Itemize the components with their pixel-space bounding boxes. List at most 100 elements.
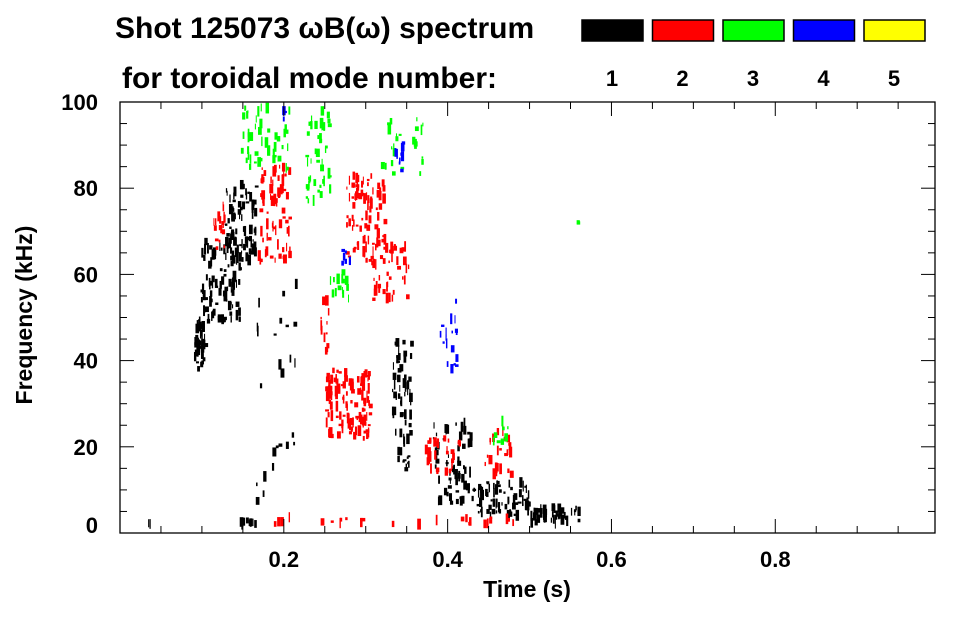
spectrum-mark-mode-2 bbox=[328, 379, 331, 389]
spectrum-mark-mode-1 bbox=[208, 277, 211, 287]
spectrum-mark-mode-1 bbox=[496, 480, 498, 491]
spectrum-mark-mode-1 bbox=[293, 321, 298, 327]
spectrum-mark-mode-2 bbox=[342, 414, 346, 417]
spectrum-mark-mode-2 bbox=[457, 441, 460, 445]
spectrum-mark-mode-1 bbox=[235, 309, 239, 321]
spectrum-mark-mode-3 bbox=[257, 106, 260, 117]
spectrum-mark-mode-1 bbox=[206, 318, 211, 324]
spectrum-mark-mode-1 bbox=[245, 252, 249, 262]
spectrum-mark-mode-2 bbox=[388, 276, 392, 280]
spectrum-mark-mode-2 bbox=[379, 255, 384, 260]
spectrum-mark-mode-2 bbox=[342, 381, 346, 389]
spectrum-mark-mode-1 bbox=[231, 229, 235, 240]
spectrum-mark-mode-2 bbox=[215, 218, 217, 226]
spectrum-mark-mode-4 bbox=[445, 327, 447, 338]
spectrum-mark-mode-2 bbox=[221, 221, 225, 226]
spectrum-mark-mode-1 bbox=[201, 283, 205, 294]
spectrum-mark-mode-2 bbox=[355, 187, 359, 199]
spectrum-mark-mode-1 bbox=[508, 479, 511, 488]
spectrum-mark-mode-2 bbox=[367, 382, 370, 394]
spectrum-mark-mode-2 bbox=[281, 207, 286, 214]
spectrum-mark-mode-3 bbox=[380, 161, 385, 170]
spectrum-mark-mode-2 bbox=[330, 433, 334, 439]
spectrum-mark-mode-2 bbox=[363, 401, 367, 407]
spectrum-mark-mode-1 bbox=[251, 243, 255, 254]
spectrum-mark-mode-2 bbox=[356, 184, 360, 191]
spectrum-mark-mode-1 bbox=[448, 493, 453, 502]
spectrum-mark-mode-2 bbox=[352, 417, 354, 428]
spectrum-mark-mode-4 bbox=[454, 315, 456, 324]
spectrum-mark-mode-2 bbox=[328, 428, 332, 438]
spectrum-mark-mode-3 bbox=[324, 145, 328, 149]
spectrum-mark-mode-1 bbox=[560, 515, 565, 525]
spectrum-mark-mode-1 bbox=[402, 378, 407, 388]
spectrum-mark-mode-2 bbox=[368, 215, 372, 224]
spectrum-mark-mode-2 bbox=[348, 378, 353, 384]
spectrum-mark-mode-1 bbox=[212, 310, 215, 319]
spectrum-mark-mode-1 bbox=[522, 495, 524, 507]
spectrum-mark-mode-1 bbox=[392, 388, 394, 393]
spectrum-mark-mode-2 bbox=[359, 225, 362, 232]
spectrum-mark-mode-1 bbox=[517, 501, 522, 504]
spectrum-mark-mode-2 bbox=[370, 255, 374, 260]
spectrum-mark-mode-1 bbox=[449, 471, 451, 476]
spectrum-mark-mode-2 bbox=[217, 211, 221, 222]
spectrum-mark-mode-1 bbox=[397, 374, 401, 383]
spectrum-mark-mode-2 bbox=[434, 450, 437, 460]
spectrum-mark-mode-3 bbox=[307, 198, 310, 204]
spectrum-mark-mode-1 bbox=[241, 250, 243, 254]
spectrum-mark-mode-2 bbox=[367, 235, 370, 245]
spectrum-mark-mode-2 bbox=[486, 454, 489, 458]
spectrum-mark-mode-3 bbox=[327, 118, 331, 124]
spectrum-mark-mode-2 bbox=[506, 434, 511, 443]
spectrum-mark-mode-1 bbox=[199, 328, 202, 339]
y-tick-labels: 0 20 40 60 80 100 bbox=[61, 90, 98, 538]
spectrum-mark-mode-2 bbox=[329, 395, 332, 399]
spectrum-mark-mode-2 bbox=[499, 463, 502, 475]
spectrum-mark-mode-1 bbox=[519, 477, 523, 488]
spectrum-mark-mode-1 bbox=[459, 496, 463, 506]
spectrum-mark-mode-1 bbox=[243, 225, 247, 236]
spectrum-mark-mode-2 bbox=[353, 431, 357, 440]
spectrum-mark-mode-1 bbox=[464, 466, 467, 474]
spectrum-mark-mode-2 bbox=[371, 242, 375, 245]
spectrum-mark-mode-2 bbox=[403, 275, 406, 285]
spectrum-mark-mode-4 bbox=[344, 258, 348, 264]
spectrum-mark-mode-1 bbox=[275, 445, 279, 449]
spectrum-mark-mode-1 bbox=[395, 338, 400, 347]
spectrum-mark-mode-1 bbox=[399, 385, 401, 392]
spectrum-mark-mode-1 bbox=[221, 276, 225, 285]
spectrum-mark-mode-2 bbox=[320, 316, 322, 320]
spectrum-mark-mode-2 bbox=[376, 189, 380, 198]
spectrum-mark-mode-1 bbox=[234, 236, 237, 244]
spectrum-mark-mode-1 bbox=[225, 252, 227, 260]
spectrum-mark-mode-2 bbox=[348, 383, 352, 386]
spectrum-mark-mode-3 bbox=[308, 176, 310, 180]
spectrum-mark-mode-1 bbox=[211, 311, 213, 321]
spectrum-mark-mode-3 bbox=[391, 171, 396, 176]
spectrum-mark-mode-4 bbox=[455, 354, 459, 362]
spectrum-mark-mode-2 bbox=[338, 371, 342, 374]
spectrum-mark-mode-1 bbox=[393, 406, 397, 416]
spectrum-mark-mode-2 bbox=[285, 191, 289, 200]
y-tick-label: 0 bbox=[86, 513, 98, 538]
spectrum-mark-mode-2 bbox=[489, 516, 493, 519]
spectrum-mark-mode-2 bbox=[392, 289, 395, 295]
spectrum-mark-mode-1 bbox=[251, 208, 254, 213]
spectrum-mark-mode-1 bbox=[224, 223, 228, 226]
spectrum-mark-mode-2 bbox=[450, 449, 455, 455]
spectrum-mark-mode-2 bbox=[372, 297, 376, 301]
spectrum-mark-mode-2 bbox=[417, 518, 421, 530]
spectrum-mark-mode-2 bbox=[345, 391, 348, 396]
spectrum-mark-mode-2 bbox=[274, 198, 278, 203]
spectrum-mark-mode-2 bbox=[218, 239, 221, 243]
y-tick-label: 100 bbox=[61, 90, 98, 115]
y-tick-label: 40 bbox=[74, 349, 98, 374]
spectrum-mark-mode-2 bbox=[496, 427, 500, 436]
legend-swatch-mode-4 bbox=[792, 19, 856, 42]
spectrum-mark-mode-2 bbox=[279, 184, 284, 194]
spectrum-mark-mode-2 bbox=[282, 188, 287, 192]
spectrum-mark-mode-4 bbox=[341, 260, 344, 266]
spectrum-mark-mode-2 bbox=[377, 211, 380, 221]
spectrum-mark-mode-3 bbox=[400, 166, 405, 170]
